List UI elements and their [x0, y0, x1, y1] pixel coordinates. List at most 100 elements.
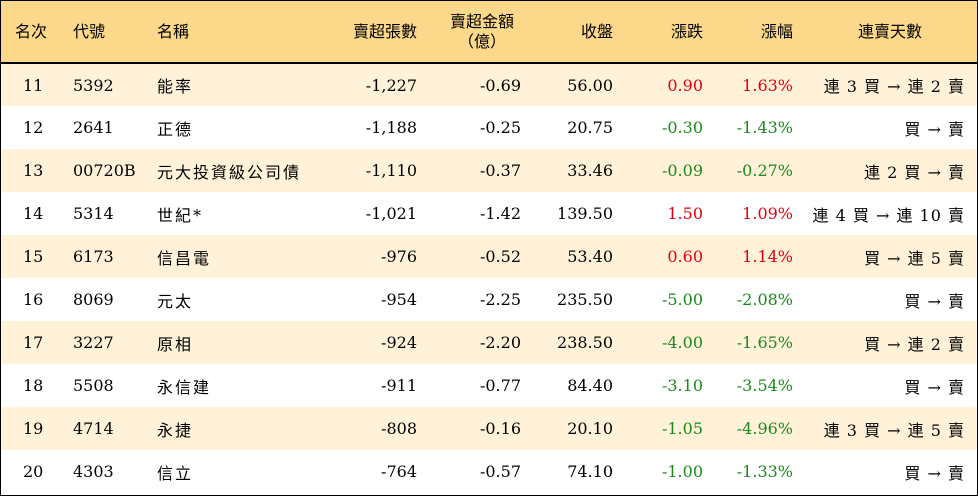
code-cell: 6173: [73, 247, 114, 266]
code-cell: 2641: [73, 118, 114, 137]
net-sell-amount-cell: -0.69: [479, 75, 521, 95]
net-sell-shares-cell: -911: [381, 376, 417, 395]
name-cell: 能率: [157, 77, 194, 96]
table-row[interactable]: 20 4303 信立 -764 -0.57 74.10 -1.00 -1.33% 買 → 賣: [1, 450, 977, 493]
table-row[interactable]: 14 5314 世紀* -1,021 -1.42 139.50 1.50 1.09% 連 4 買…: [1, 192, 977, 235]
header-rank[interactable]: 名次: [15, 21, 48, 41]
table-row[interactable]: 17 3227 原相 -924 -2.20 238.50 -4.00 -1.65% 買 → 連 …: [1, 321, 977, 364]
table-row[interactable]: 16 8069 元太 -954 -2.25 235.50 -5.00 -2.08% 買 → 賣: [1, 278, 977, 321]
header-change[interactable]: 漲跌: [670, 21, 703, 41]
change-pct-cell: -1.65%: [736, 333, 793, 352]
name-cell: 信昌電: [157, 248, 212, 268]
rank-cell: 11: [23, 75, 44, 95]
table-row[interactable]: 13 00720B 元大投資級公司債 -1,110 -0.37 33.46 -0.09 -0.…: [1, 149, 977, 192]
name-cell: 元太: [157, 291, 194, 311]
streak-cell: 買 → 賣: [904, 463, 965, 483]
header-net-sell-shares[interactable]: 賣超張數: [352, 21, 417, 41]
net-sell-amount-cell: -0.16: [479, 419, 521, 438]
close-cell: 20.75: [567, 118, 613, 137]
change-cell: -4.00: [661, 333, 703, 352]
name-cell: 信立: [157, 463, 194, 483]
net-sell-shares-cell: -1,227: [365, 75, 417, 95]
change-pct-cell: -1.43%: [736, 118, 793, 137]
change-pct-cell: -1.33%: [736, 462, 793, 481]
net-sell-shares-cell: -808: [381, 419, 417, 438]
header-name[interactable]: 名稱: [157, 21, 190, 41]
net-sell-amount-cell: -2.25: [479, 290, 521, 309]
table-row[interactable]: 15 6173 信昌電 -976 -0.52 53.40 0.60 1.14% 買 → 連 5 …: [1, 235, 977, 278]
change-cell: 0.90: [667, 75, 703, 95]
rank-cell: 19: [23, 419, 44, 438]
name-cell: 永捷: [157, 420, 194, 440]
rank-cell: 12: [23, 118, 44, 137]
streak-cell: 買 → 賣: [904, 377, 965, 397]
net-sell-shares-cell: -924: [381, 333, 417, 352]
net-sell-amount-cell: -1.42: [479, 204, 521, 223]
table-row[interactable]: 19 4714 永捷 -808 -0.16 20.10 -1.05 -4.96% 連 3 買 →…: [1, 407, 977, 450]
code-cell: 5392: [73, 75, 114, 95]
change-cell: 1.50: [667, 204, 703, 223]
close-cell: 139.50: [557, 204, 613, 223]
change-cell: -5.00: [661, 290, 703, 309]
net-sell-shares-cell: -1,021: [365, 204, 417, 223]
name-cell: 元大投資級公司債: [157, 162, 302, 182]
net-sell-amount-cell: -0.57: [479, 462, 521, 481]
close-cell: 235.50: [557, 290, 613, 309]
table-row[interactable]: 12 2641 正德 -1,188 -0.25 20.75 -0.30 -1.43% 買 → 賣: [1, 106, 977, 149]
net-sell-shares-cell: -1,188: [365, 118, 417, 137]
close-cell: 56.00: [567, 75, 613, 95]
change-pct-cell: 1.09%: [742, 204, 793, 223]
rank-cell: 14: [23, 204, 44, 223]
close-cell: 74.10: [567, 462, 613, 481]
table-body: 11 5392 能率 -1,227 -0.69 56.00 0.90 1.63% 連 3 買 →…: [1, 63, 977, 493]
change-pct-cell: 1.14%: [742, 247, 793, 266]
change-cell: -0.30: [661, 118, 703, 137]
net-sell-shares-cell: -1,110: [365, 161, 417, 180]
close-cell: 33.46: [567, 161, 613, 180]
code-cell: 00720B: [73, 161, 136, 180]
rank-cell: 18: [23, 376, 44, 395]
name-cell: 正德: [157, 119, 194, 139]
rank-cell: 15: [23, 247, 44, 266]
header-net-sell-amount[interactable]: 賣超金額 （億）: [427, 1, 531, 63]
code-cell: 4714: [73, 419, 114, 438]
rank-cell: 13: [23, 161, 44, 180]
change-pct-cell: -0.27%: [736, 161, 793, 180]
change-cell: -3.10: [661, 376, 703, 395]
header-close[interactable]: 收盤: [580, 21, 613, 41]
net-sell-shares-cell: -954: [381, 290, 417, 309]
header-streak[interactable]: 連賣天數: [857, 21, 922, 41]
header-net-sell-amount-label: 賣超金額: [449, 11, 514, 31]
code-cell: 5314: [73, 204, 114, 223]
streak-cell: 買 → 連 2 賣: [864, 334, 965, 354]
table-row[interactable]: 18 5508 永信建 -911 -0.77 84.40 -3.10 -3.54% 買 → 賣: [1, 364, 977, 407]
net-sell-shares-cell: -976: [381, 247, 417, 266]
net-sell-shares-cell: -764: [381, 462, 417, 481]
change-cell: 0.60: [667, 247, 703, 266]
streak-cell: 連 4 買 → 連 10 賣: [812, 205, 965, 225]
change-cell: -0.09: [661, 161, 703, 180]
streak-cell: 連 3 買 → 連 5 賣: [823, 420, 965, 440]
code-cell: 8069: [73, 290, 114, 309]
streak-cell: 連 2 買 → 賣: [864, 162, 965, 182]
rank-cell: 20: [23, 462, 44, 481]
change-pct-cell: -3.54%: [736, 376, 793, 395]
streak-cell: 買 → 賣: [904, 119, 965, 139]
close-cell: 84.40: [567, 376, 613, 395]
rank-cell: 17: [23, 333, 44, 352]
header-code[interactable]: 代號: [73, 21, 106, 41]
change-cell: -1.00: [661, 462, 703, 481]
name-cell: 世紀*: [157, 205, 204, 225]
header-change-pct[interactable]: 漲幅: [760, 21, 793, 41]
name-cell: 永信建: [157, 377, 212, 397]
name-cell: 原相: [157, 334, 194, 354]
code-cell: 5508: [73, 376, 114, 395]
table-row[interactable]: 11 5392 能率 -1,227 -0.69 56.00 0.90 1.63% 連 3 買 →…: [1, 63, 977, 106]
net-sell-amount-cell: -0.37: [479, 161, 521, 180]
net-sell-amount-cell: -2.20: [479, 333, 521, 352]
table-header-row: 名次 代號 名稱 賣超張數 賣超金額 （億） 收盤 漲跌 漲幅 連賣天數: [1, 1, 977, 63]
code-cell: 3227: [73, 333, 114, 352]
close-cell: 53.40: [567, 247, 613, 266]
